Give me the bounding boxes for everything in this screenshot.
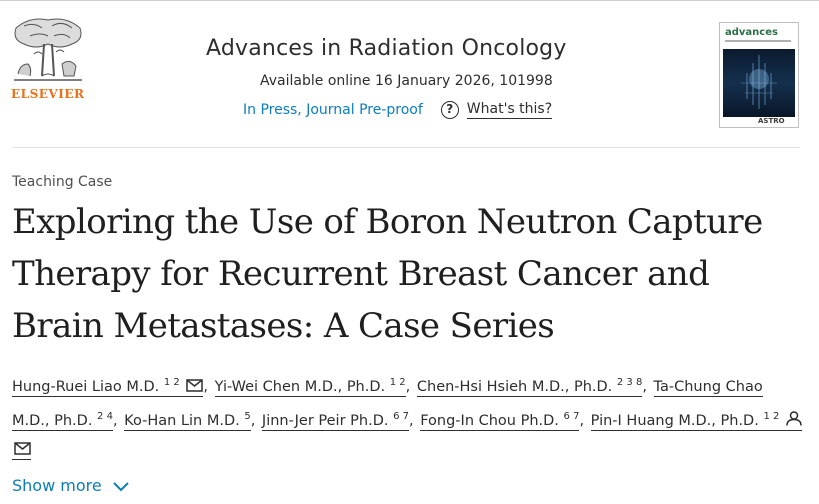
author-link[interactable]: Ko-Han Lin M.D. 5 — [124, 411, 251, 431]
author-separator: , — [405, 379, 411, 395]
top-border — [0, 0, 819, 1]
person-icon[interactable] — [786, 411, 802, 426]
author-link[interactable]: Ta-Chung Chao M.D., Ph.D. 2 4 — [12, 379, 763, 431]
elsevier-tree-logo[interactable] — [10, 14, 86, 102]
author-separator: , — [409, 413, 414, 429]
chevron-down-icon — [112, 481, 129, 491]
cover-subtitle-line — [725, 40, 791, 42]
author-link[interactable]: Fong-In Chou Ph.D. 6 7 — [420, 411, 580, 431]
mail-icon[interactable] — [186, 379, 204, 392]
status-row: In Press, Journal Pre-proof ? What's thi… — [243, 100, 553, 120]
author-link[interactable]: Pin-I Huang M.D., Ph.D. 1 2 — [12, 411, 802, 460]
author-separator: , — [250, 413, 256, 429]
cover-title: advances — [725, 27, 778, 38]
author-link[interactable]: Yi-Wei Chen M.D., Ph.D. 1 2 — [214, 377, 406, 397]
article-type: Teaching Case — [12, 174, 113, 190]
journal-name[interactable]: Advances in Radiation Oncology — [206, 36, 567, 61]
author-affiliation: 2 4 — [97, 411, 113, 422]
cover-image — [723, 49, 795, 117]
author-affiliation: 1 2 — [389, 377, 406, 388]
author-separator: , — [579, 413, 585, 429]
mail-icon[interactable] — [14, 442, 31, 455]
in-press-link[interactable]: In Press, Journal Pre-proof — [243, 102, 423, 118]
author-affiliation: 1 2 — [163, 377, 180, 388]
author-list: Hung-Ruei Liao M.D. 1 2 , Yi-Wei Chen M.… — [12, 368, 802, 465]
author-separator: , — [642, 379, 647, 395]
author-link[interactable]: Jinn-Jer Peir Ph.D. 6 7 — [261, 411, 409, 431]
show-more-button[interactable]: Show more — [12, 476, 130, 495]
author-affiliation: 2 3 8 — [616, 377, 643, 388]
whats-this-link[interactable]: What's this? — [466, 101, 553, 119]
cover-footer-logo: ASTRO — [758, 117, 785, 125]
author-separator: , — [203, 379, 208, 395]
header-divider — [12, 147, 800, 148]
author-affiliation: 6 7 — [393, 411, 409, 422]
availability-info: Available online 16 January 2026, 101998 — [260, 73, 553, 89]
author-affiliation: 6 7 — [563, 411, 580, 422]
article-title: Exploring the Use of Boron Neutron Captu… — [12, 202, 763, 346]
show-more-label: Show more — [12, 476, 102, 495]
author-link[interactable]: Chen-Hsi Hsieh M.D., Ph.D. 2 3 8 — [416, 377, 643, 397]
author-affiliation: 1 2 — [763, 411, 780, 422]
author-affiliation: 5 — [244, 411, 251, 422]
publisher-name: ELSEVIER — [11, 87, 85, 101]
author-link[interactable]: Hung-Ruei Liao M.D. 1 2 — [12, 377, 204, 397]
author-separator: , — [112, 413, 118, 429]
tree-icon — [14, 18, 82, 81]
journal-cover-thumbnail[interactable]: advances ASTRO — [719, 22, 799, 128]
question-circle-icon[interactable]: ? — [440, 101, 459, 119]
